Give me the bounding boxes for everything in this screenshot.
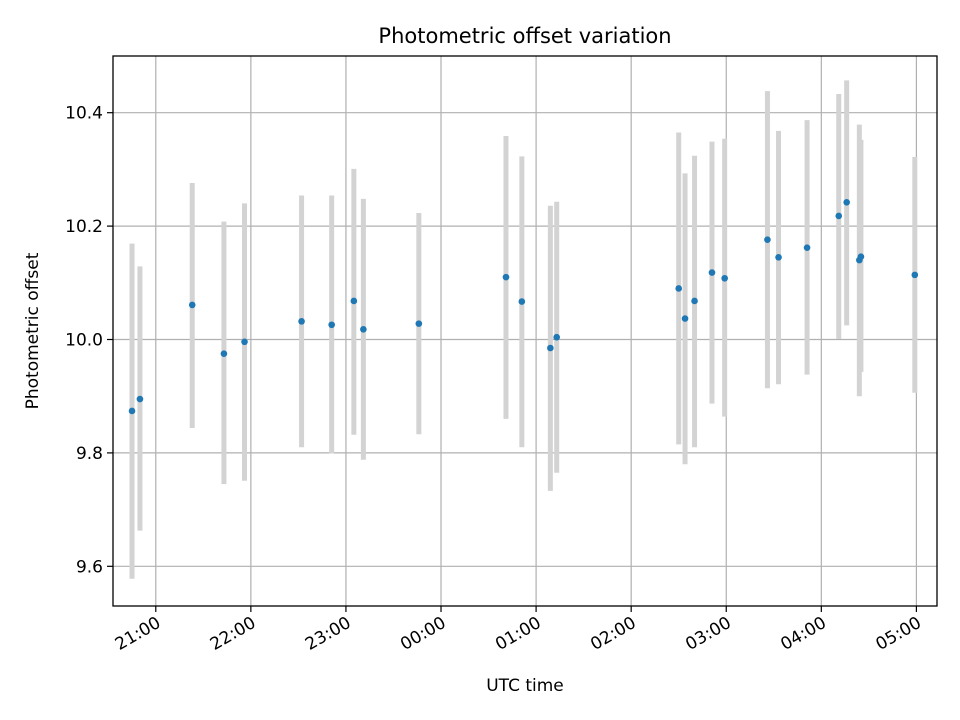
data-point <box>911 271 919 279</box>
data-point <box>681 315 689 322</box>
data-point <box>136 395 144 403</box>
data-point <box>553 333 560 341</box>
data-points <box>128 198 919 415</box>
data-point <box>502 273 510 281</box>
data-point <box>691 297 698 305</box>
x-tick-label: 22:00 <box>207 613 259 655</box>
x-tick-label: 23:00 <box>302 613 354 655</box>
data-point <box>547 344 554 352</box>
x-tick-label: 02:00 <box>587 613 639 655</box>
data-point <box>360 325 367 333</box>
y-axis: 9.6 9.8 10.0 10.2 10.4 <box>65 104 113 577</box>
data-point <box>764 236 771 244</box>
x-tick-label: 05:00 <box>872 613 924 655</box>
data-point <box>775 253 782 261</box>
errorbars <box>129 80 918 579</box>
data-point <box>298 318 305 325</box>
data-point <box>835 212 843 220</box>
x-tick-label: 00:00 <box>397 613 449 655</box>
x-tick-label: 04:00 <box>777 613 829 655</box>
data-point <box>675 285 683 292</box>
y-tick-label: 9.8 <box>76 444 103 464</box>
x-tick-label: 03:00 <box>682 613 734 655</box>
data-point <box>128 407 136 415</box>
y-tick-label: 10.4 <box>65 104 103 124</box>
data-point <box>857 253 865 261</box>
y-tick-label: 10.0 <box>65 331 103 351</box>
data-point <box>188 301 196 309</box>
data-point <box>803 244 811 251</box>
data-point <box>220 350 228 357</box>
data-point <box>415 320 423 327</box>
y-axis-label: Photometric offset <box>23 252 43 409</box>
x-axis: 21:00 22:00 23:00 00:00 01:00 02:00 03:00 04:00… <box>112 606 925 655</box>
data-point <box>708 269 716 276</box>
grid <box>113 56 937 606</box>
data-point <box>518 298 526 305</box>
data-point <box>721 274 728 282</box>
chart-title: Photometric offset variation <box>378 24 671 48</box>
x-axis-label: UTC time <box>486 676 564 696</box>
data-point <box>350 297 358 305</box>
plot-frame <box>112 55 938 607</box>
x-tick-label: 21:00 <box>112 613 164 655</box>
y-tick-label: 10.2 <box>65 217 103 237</box>
data-point <box>328 321 335 329</box>
x-tick-label: 01:00 <box>492 613 544 655</box>
data-point <box>241 338 248 346</box>
y-tick-label: 9.6 <box>76 557 103 577</box>
data-point <box>843 198 850 206</box>
